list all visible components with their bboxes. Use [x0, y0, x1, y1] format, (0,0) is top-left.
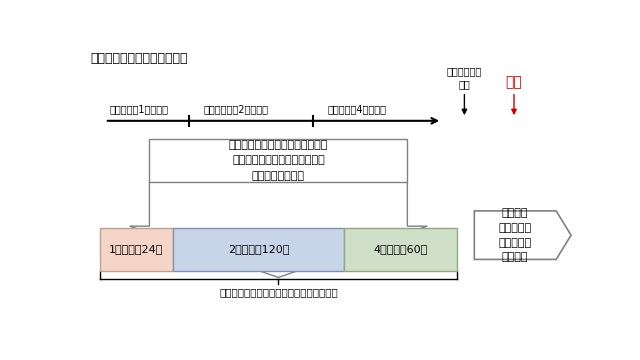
Text: 老齢厚生年金
決定: 老齢厚生年金 決定 — [447, 66, 482, 89]
Text: 実施機関ごとに計算し、決定・支給を行う: 実施機関ごとに計算し、決定・支給を行う — [219, 287, 338, 297]
Text: 2号厚年　120月: 2号厚年 120月 — [228, 244, 289, 254]
Text: 国家公務員（2号厚年）: 国家公務員（2号厚年） — [204, 104, 269, 114]
FancyBboxPatch shape — [173, 228, 344, 270]
Text: 死亡日の
属する月の
翌月分から
支給開始: 死亡日の 属する月の 翌月分から 支給開始 — [499, 208, 532, 262]
Polygon shape — [474, 211, 571, 260]
FancyBboxPatch shape — [100, 228, 173, 270]
Text: 死亡: 死亡 — [506, 75, 522, 89]
Text: 私立学校（4号厚年）: 私立学校（4号厚年） — [328, 104, 387, 114]
FancyBboxPatch shape — [344, 228, 457, 270]
Text: 民間会社（1号厚年）: 民間会社（1号厚年） — [110, 104, 169, 114]
Text: 【長期要件の決定イメージ】: 【長期要件の決定イメージ】 — [90, 51, 188, 64]
FancyBboxPatch shape — [150, 139, 408, 182]
Text: いずれか一か所の実施機関に請求
＝ワンストップサービスにより
全実施機関分請求: いずれか一か所の実施機関に請求 ＝ワンストップサービスにより 全実施機関分請求 — [228, 140, 328, 181]
Text: 4号厚年　60月: 4号厚年 60月 — [374, 244, 428, 254]
Text: 1号厚年　24月: 1号厚年 24月 — [109, 244, 164, 254]
Polygon shape — [129, 182, 428, 278]
